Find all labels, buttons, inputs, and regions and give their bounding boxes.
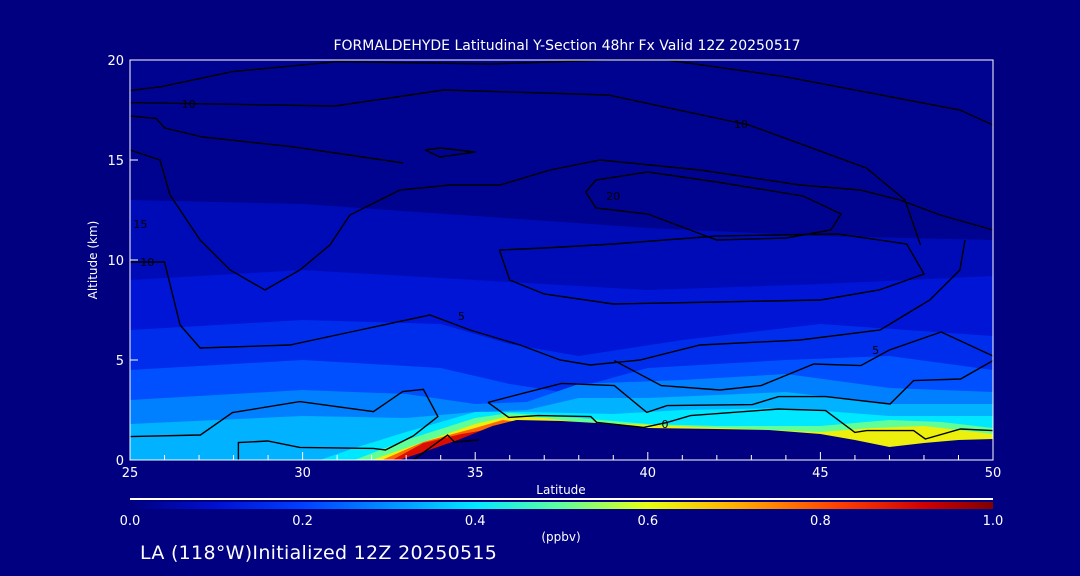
- colorbar-units: (ppbv): [541, 530, 580, 544]
- x-tick-labels: 25 30 35 40 45 50: [122, 466, 1002, 481]
- terrain-mask: [399, 420, 993, 460]
- footer-caption: LA (118°W)Initialized 12Z 20250515: [140, 542, 498, 564]
- contour-labels: 10 10 20 15 10 5 5 0: [133, 98, 879, 431]
- contour-line: [613, 331, 994, 391]
- axis-ticks: [129, 59, 994, 461]
- y-axis-label: Altitude (km): [86, 221, 100, 300]
- y-tick-label: 15: [107, 154, 124, 169]
- y-tick-label: 0: [116, 454, 124, 469]
- colorbar: [130, 502, 993, 509]
- contour-line: [129, 388, 439, 460]
- x-axis-label: Latitude: [536, 483, 585, 497]
- x-tick-label: 35: [467, 466, 484, 481]
- contour-label: 20: [606, 190, 620, 203]
- x-tick-label: 25: [122, 466, 139, 481]
- colorbar-tick-label: 0.6: [637, 514, 658, 529]
- contour-label: 10: [140, 256, 154, 269]
- contour-line: [487, 359, 994, 414]
- contour-line: [412, 434, 479, 461]
- chart-title: FORMALDEHYDE Latitudinal Y-Section 48hr …: [333, 38, 800, 54]
- colorbar-tick-label: 0.2: [292, 514, 313, 529]
- colorbar-tick-label: 0.4: [465, 514, 486, 529]
- colorbar-tick-label: 0.0: [120, 514, 141, 529]
- colorbar-tick-labels: 0.0 0.2 0.4 0.6 0.8 1.0: [120, 514, 1004, 529]
- y-tick-label: 10: [107, 254, 124, 269]
- contour-line: [129, 115, 404, 164]
- contour-label: 0: [662, 418, 669, 431]
- contour-line: [585, 171, 843, 241]
- contour-label: 15: [133, 218, 147, 231]
- contour-line: [129, 59, 994, 126]
- x-tick-label: 45: [812, 466, 829, 481]
- concentration-fill: [130, 60, 994, 460]
- x-tick-label: 50: [985, 466, 1002, 481]
- contour-line: [129, 149, 994, 291]
- contour-lines: [129, 59, 994, 461]
- contour-line: [498, 233, 926, 305]
- x-tick-label: 40: [640, 466, 657, 481]
- colorbar-tick-label: 0.8: [810, 514, 831, 529]
- y-tick-label: 20: [107, 54, 124, 69]
- colorbar-outline: [130, 498, 993, 500]
- contour-line: [130, 239, 966, 366]
- colorbar-tick-label: 1.0: [983, 514, 1004, 529]
- contour-label: 5: [458, 310, 465, 323]
- y-tick-labels: 0 5 10 15 20: [107, 54, 124, 469]
- contour-label: 5: [872, 344, 879, 357]
- contour-line: [487, 401, 994, 440]
- y-tick-label: 5: [116, 354, 124, 369]
- contour-label: 10: [182, 98, 196, 111]
- contour-line: [424, 147, 476, 158]
- x-tick-label: 30: [294, 466, 311, 481]
- contour-line: [129, 89, 922, 246]
- contour-label: 10: [734, 118, 748, 131]
